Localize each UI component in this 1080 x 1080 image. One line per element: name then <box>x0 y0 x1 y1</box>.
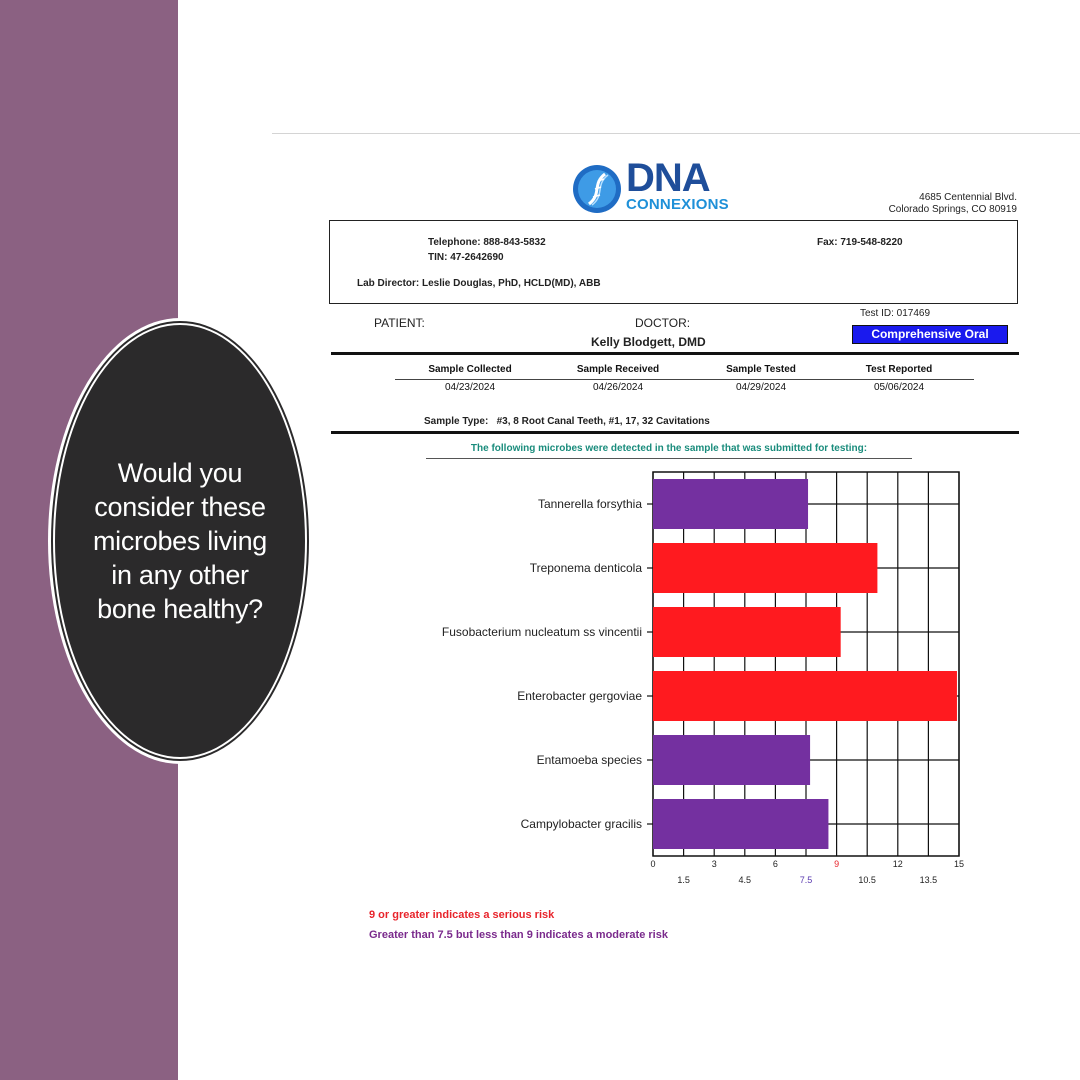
x-tick-label: 3 <box>712 859 717 869</box>
logo-main-text: DNA <box>626 156 711 200</box>
test-reported: Test Reported 05/06/2024 <box>824 364 974 393</box>
sample-type-value: #3, 8 Root Canal Teeth, #1, 17, 32 Cavit… <box>496 416 710 427</box>
category-label: Enterobacter gergoviae <box>517 689 642 703</box>
x-tick-label: 13.5 <box>920 875 938 885</box>
telephone: Telephone: 888-843-5832 <box>428 237 546 248</box>
category-label: Campylobacter gracilis <box>521 817 642 831</box>
top-divider <box>272 133 1080 134</box>
microbe-bar-chart: Tannerella forsythia Treponema denticola F… <box>442 471 964 885</box>
sample-collected-date: 04/23/2024 <box>444 382 496 393</box>
sample-received-heading: Sample Received <box>543 364 693 380</box>
bar-tannerella-forsythia <box>653 479 809 529</box>
header-divider <box>331 352 1019 355</box>
category-label: Tannerella forsythia <box>538 497 642 511</box>
tin: TIN: 47-2642690 <box>428 252 504 263</box>
sample-collected-heading: Sample Collected <box>395 364 545 380</box>
category-label: Entamoeba species <box>537 753 642 767</box>
category-label: Fusobacterium nucleatum ss vincentii <box>442 625 642 639</box>
x-tick-label: 1.5 <box>677 875 690 885</box>
x-tick-label: 15 <box>954 859 964 869</box>
sample-type: Sample Type: #3, 8 Root Canal Teeth, #1,… <box>424 416 710 427</box>
detected-note: The following microbes were detected in … <box>426 443 912 459</box>
contact-box: Telephone: 888-843-5832 TIN: 47-2642690 … <box>329 220 1018 304</box>
logo-sub-text: CONNEXIONS <box>626 196 729 213</box>
x-tick-label: 7.5 <box>800 875 813 885</box>
x-tick-label: 0 <box>650 859 655 869</box>
plot-frame <box>652 471 960 857</box>
bar-fusobacterium-nucleatum-ss-vincentii <box>653 607 841 657</box>
sample-tested: Sample Tested 04/29/2024 <box>686 364 836 393</box>
sample-received-date: 04/26/2024 <box>592 382 644 393</box>
test-type-badge: Comprehensive Oral <box>852 325 1008 344</box>
x-tick-label: 4.5 <box>739 875 752 885</box>
x-tick-label: 10.5 <box>858 875 876 885</box>
fax: Fax: 719-548-8220 <box>817 237 903 248</box>
bar-treponema-denticola <box>653 543 878 593</box>
test-reported-date: 05/06/2024 <box>873 382 925 393</box>
address-line-1: 4685 Centennial Blvd. <box>919 192 1017 203</box>
bar-enterobacter-gergoviae <box>653 671 957 721</box>
x-tick-label: 6 <box>773 859 778 869</box>
sample-divider <box>331 431 1019 434</box>
sample-type-label: Sample Type: <box>424 416 489 427</box>
sample-received: Sample Received 04/26/2024 <box>543 364 693 393</box>
callout-oval: Would you consider these microbes living… <box>53 323 307 759</box>
lab-address: 4685 Centennial Blvd. Colorado Springs, … <box>889 192 1017 216</box>
sample-collected: Sample Collected 04/23/2024 <box>395 364 545 393</box>
sample-tested-date: 04/29/2024 <box>735 382 787 393</box>
doctor-label: DOCTOR: <box>635 316 691 330</box>
legend-serious: 9 or greater indicates a serious risk <box>369 909 555 921</box>
address-line-2: Colorado Springs, CO 80919 <box>888 204 1017 215</box>
company-logo: DNA CONNEXIONS <box>572 156 752 216</box>
x-tick-label: 12 <box>893 859 903 869</box>
sample-tested-heading: Sample Tested <box>686 364 836 380</box>
category-label: Treponema denticola <box>530 561 643 575</box>
bar-entamoeba-species <box>653 735 811 785</box>
test-reported-heading: Test Reported <box>824 364 974 380</box>
patient-label: PATIENT: <box>374 316 425 330</box>
lab-director: Lab Director: Leslie Douglas, PhD, HCLD(… <box>357 278 601 289</box>
bar-campylobacter-gracilis <box>653 799 829 849</box>
test-id: Test ID: 017469 <box>860 308 931 319</box>
legend-moderate: Greater than 7.5 but less than 9 indicat… <box>369 929 668 941</box>
x-tick-label: 9 <box>834 859 839 869</box>
callout-question: Would you consider these microbes living… <box>92 458 268 624</box>
doctor-name: Kelly Blodgett, DMD <box>591 335 706 349</box>
dna-helix-icon <box>573 165 621 213</box>
